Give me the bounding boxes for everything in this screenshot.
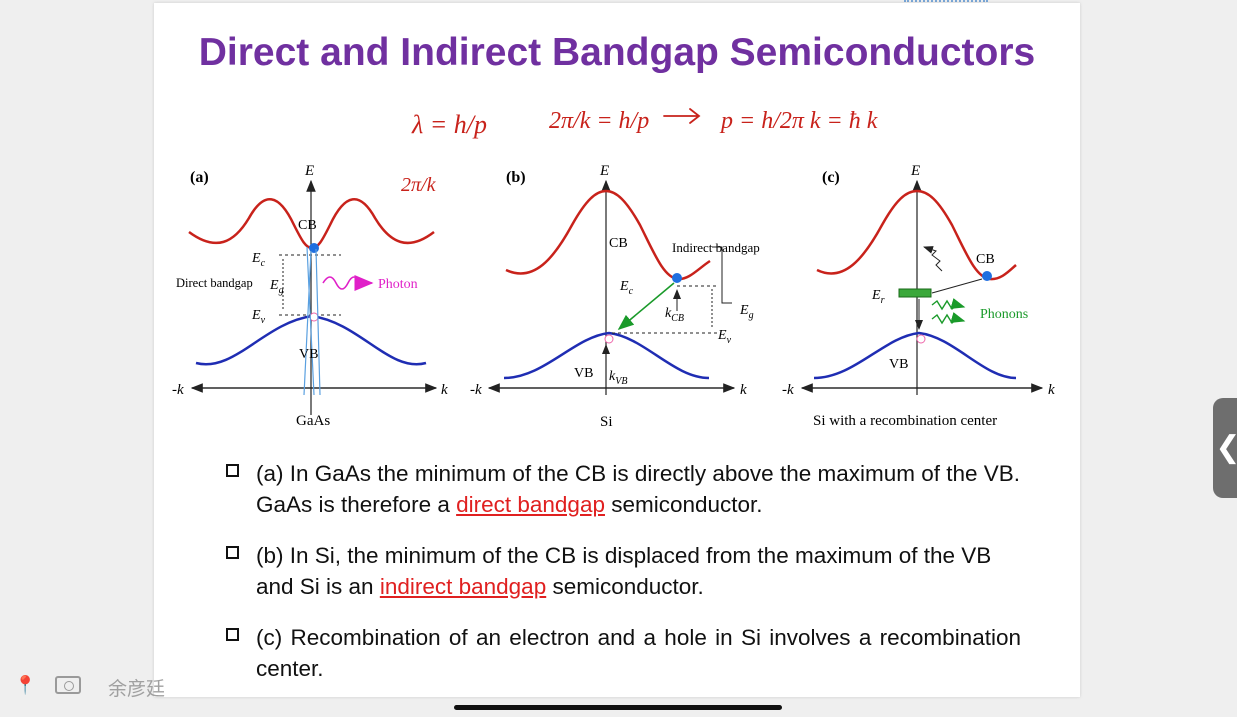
panel-a-vb-label: VB <box>299 347 318 362</box>
panel-a-ec-label: Ec <box>251 251 266 269</box>
panel-b-ev-label: Ev <box>717 328 732 346</box>
slide-title: Direct and Indirect Bandgap Semiconducto… <box>198 31 1036 74</box>
panel-a-direct-bandgap-label: Direct bandgap <box>176 276 253 290</box>
slides-icon[interactable] <box>55 676 81 694</box>
panel-b-ec-label: Ec <box>619 279 634 297</box>
panel-b-kcb-label: kCB <box>665 306 684 324</box>
handwritten-eq3: p = h/2π k = ħ k <box>719 108 878 134</box>
panel-a-axis-neg-k: -k <box>172 382 184 398</box>
panel-a-ev-label: Ev <box>251 308 266 326</box>
panel-c-phonons-label: Phonons <box>980 307 1028 322</box>
panel-c-label: (c) <box>822 169 840 186</box>
bottom-toolbar: 📍 余彦廷 <box>0 663 200 703</box>
panel-c-recombination-center <box>898 288 932 298</box>
panel-a-photon-wave <box>322 275 374 291</box>
bullet-c: (c) Recombination of an electron and a h… <box>226 622 1021 684</box>
panel-a-caption: GaAs <box>296 413 330 429</box>
panel-b-electron <box>672 273 682 283</box>
panel-a-axis-e: E <box>304 163 314 179</box>
handwritten-eq1: λ = h/p <box>411 110 487 139</box>
panel-c-axis-neg-k: -k <box>782 382 794 398</box>
panel-a-axis-k: k <box>441 382 448 398</box>
panel-b-indirect-bandgap-label: Indirect bandgap <box>672 240 760 255</box>
panel-c-hole <box>916 334 926 344</box>
side-panel-toggle-button[interactable]: ❮ <box>1213 398 1237 498</box>
panel-a: (a) E -k k CB VB Ec Eg Ev Direct b <box>172 163 448 429</box>
panel-c-electron <box>982 271 992 281</box>
bullet-b-text: (b) In Si, the minimum of the CB is disp… <box>256 543 992 599</box>
bullet-c-text: (c) Recombination of an electron and a h… <box>256 625 1021 681</box>
indirect-bandgap-link[interactable]: indirect bandgap <box>379 574 547 599</box>
panel-b-hole <box>604 334 614 344</box>
panel-b-axis-neg-k: -k <box>470 382 482 398</box>
bullet-b-suffix: semiconductor. <box>546 574 704 599</box>
panel-a-eg-label: Eg <box>269 278 284 296</box>
panel-a-cb-label: CB <box>298 218 317 233</box>
panel-b-kvb-label: kVB <box>609 369 627 387</box>
user-name: 余彦廷 <box>108 678 166 700</box>
bullet-a-suffix: semiconductor. <box>604 492 763 517</box>
panel-a-label: (a) <box>190 169 209 186</box>
panel-c-cb-label: CB <box>976 252 995 267</box>
panel-b-eg-label: Eg <box>739 303 754 321</box>
panel-c-er-label: Er <box>871 288 885 306</box>
panel-a-photon-label: Photon <box>378 277 418 292</box>
panel-a-hole <box>309 312 319 322</box>
panel-b-conduction-band <box>505 189 711 281</box>
handwritten-eq2: 2π/k = h/p <box>549 108 649 134</box>
panel-c-axis-k: k <box>1048 382 1055 398</box>
bullet-b: (b) In Si, the minimum of the CB is disp… <box>226 540 1021 602</box>
panel-b: (b) E -k k CB VB Indirect bandgap Ec Eg … <box>470 163 760 430</box>
panel-c-valence-band <box>813 331 1017 380</box>
bullet-a-text: (a) In GaAs the minimum of the CB is dir… <box>256 461 1021 517</box>
pin-icon[interactable]: 📍 <box>14 675 37 696</box>
panel-c-caption: Si with a recombination center <box>813 413 997 429</box>
top-edge-marker <box>904 0 988 4</box>
handwritten-notes: λ = h/p 2π/k 2π/k = h/p p = h/2π k = ħ k <box>401 108 878 196</box>
home-indicator[interactable] <box>454 705 782 710</box>
checkbox-bullet-icon <box>226 628 239 641</box>
panel-c: (c) E -k k CB VB Er Phonons Si with a re… <box>782 163 1055 429</box>
panel-b-label: (b) <box>506 169 526 186</box>
bullet-a: (a) In GaAs the minimum of the CB is dir… <box>226 458 1021 520</box>
slide: Direct and Indirect Bandgap Semiconducto… <box>154 3 1080 697</box>
panel-b-vb-label: VB <box>574 366 593 381</box>
panel-c-axis-e: E <box>910 163 920 179</box>
bullet-list: (a) In GaAs the minimum of the CB is dir… <box>226 458 1021 704</box>
checkbox-bullet-icon <box>226 464 239 477</box>
panel-b-valence-band <box>503 331 710 380</box>
band-diagrams: λ = h/p 2π/k 2π/k = h/p p = h/2π k = ħ k… <box>172 108 1055 430</box>
direct-bandgap-link[interactable]: direct bandgap <box>456 492 605 517</box>
panel-b-caption: Si <box>600 414 613 430</box>
chevron-left-icon: ❮ <box>1215 430 1237 465</box>
panel-b-axis-k: k <box>740 382 747 398</box>
handwritten-eq1-sub: 2π/k <box>401 174 437 196</box>
panel-b-axis-e: E <box>599 163 609 179</box>
panel-c-vb-label: VB <box>889 357 908 372</box>
checkbox-bullet-icon <box>226 546 239 559</box>
panel-b-cb-label: CB <box>609 236 628 251</box>
